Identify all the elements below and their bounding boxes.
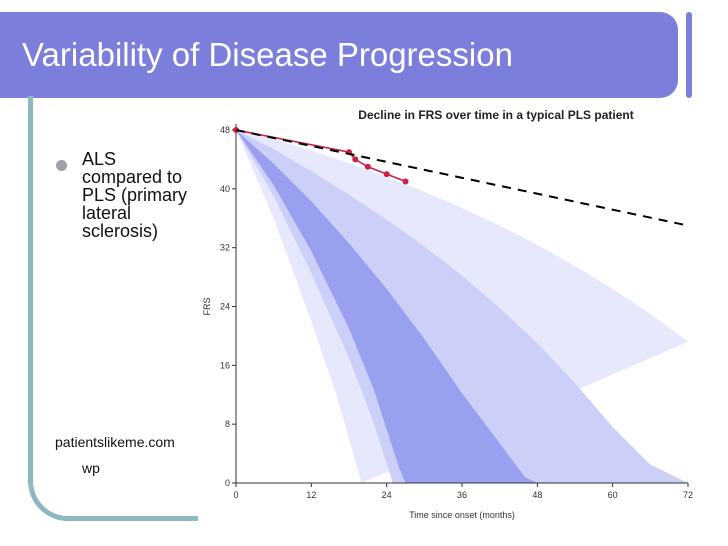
x-tick-label: 0 [233, 490, 238, 500]
chart-panel: 0 12 24 36 48 60 72 0 8 16 24 32 40 48 Decline in FRS … [198, 100, 696, 530]
y-tick-label: 24 [220, 302, 230, 312]
title-bar [0, 12, 678, 98]
source-suffix: wp [82, 460, 100, 476]
content-frame [28, 96, 253, 521]
x-tick-label: 60 [608, 490, 618, 500]
y-tick-label: 0 [225, 478, 230, 488]
chart-title: Decline in FRS over time in a typical PL… [358, 108, 633, 122]
patient-point [364, 163, 371, 170]
y-tick-label: 32 [220, 243, 230, 253]
patient-point [352, 156, 359, 163]
x-tick-label: 48 [532, 490, 542, 500]
band-mid [236, 130, 688, 483]
x-tick-label: 24 [382, 490, 392, 500]
bullet-dot [56, 160, 67, 171]
x-tick-label: 12 [306, 490, 316, 500]
title-bar-accent [686, 12, 692, 98]
x-tick-label: 36 [457, 490, 467, 500]
patient-line [235, 129, 406, 183]
trend-line [235, 129, 689, 227]
patient-point [402, 178, 409, 185]
y-tick-label: 8 [225, 419, 230, 429]
frs-chart: 0 12 24 36 48 60 72 0 8 16 24 32 40 48 Decline in FRS … [202, 108, 693, 520]
patient-point [383, 171, 390, 178]
y-tick-label: 16 [220, 360, 230, 370]
slide-title: Variability of Disease Progression [22, 36, 513, 73]
y-tick-label: 40 [220, 184, 230, 194]
y-tick-label: 48 [220, 125, 230, 135]
band-inner [236, 130, 538, 483]
x-axis-label: Time since onset (months) [409, 510, 515, 520]
x-tick-label: 72 [683, 490, 693, 500]
source-text: patientslikeme.com [55, 434, 175, 450]
bullet-text: ALS compared to PLS (primary lateral scl… [82, 149, 188, 241]
y-axis-label: FRS [202, 298, 212, 316]
